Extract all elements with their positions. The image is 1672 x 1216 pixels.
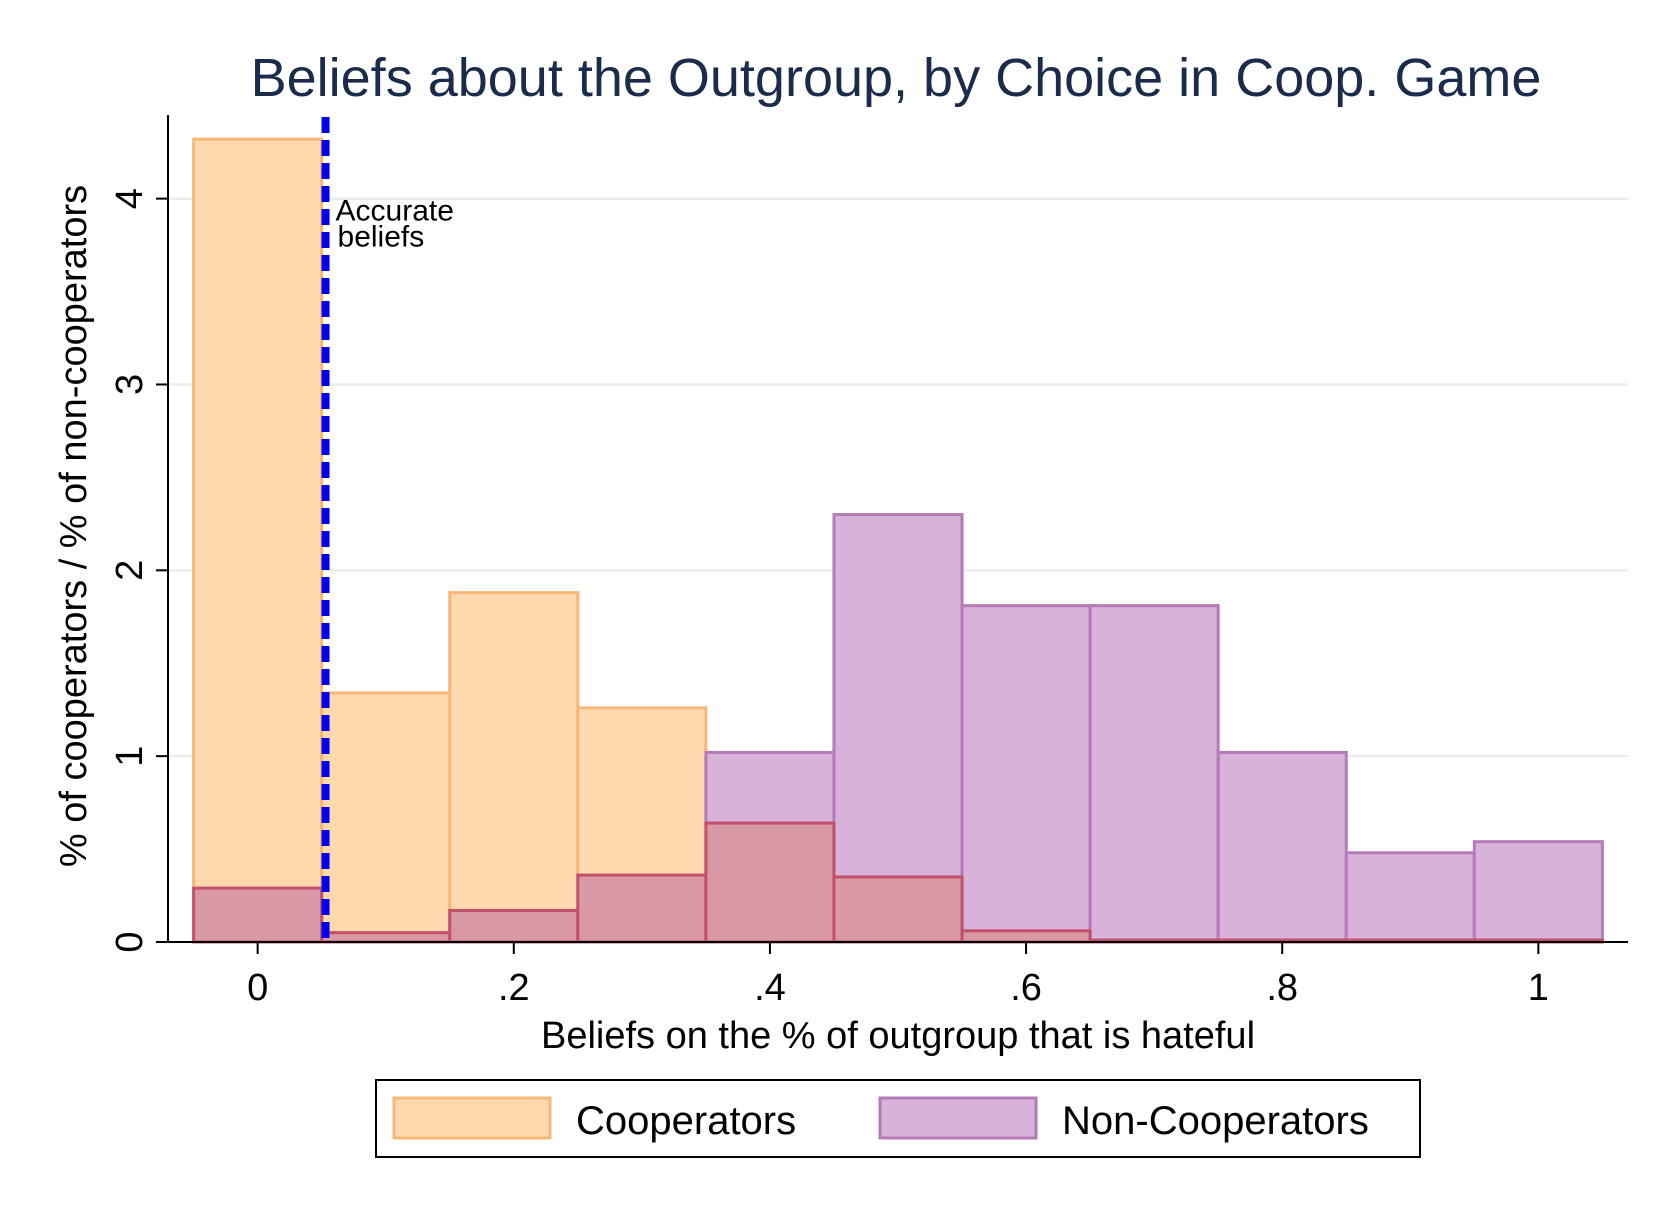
x-tick-label-4: .8	[1266, 967, 1298, 1009]
axes	[156, 115, 1628, 954]
bar-overlap-1	[320, 931, 452, 944]
bar-cooperators-2	[448, 591, 580, 912]
accurate-beliefs-label-line-1: Accurate	[336, 195, 454, 228]
x-tick-label-5: 1	[1528, 967, 1549, 1009]
y-tick-label-4: 4	[109, 188, 151, 209]
bar-non-cooperators-10	[1472, 840, 1604, 942]
x-axis-title: Beliefs on the % of outgroup that is hat…	[541, 1015, 1255, 1057]
legend-swatch-cooperators	[392, 1096, 552, 1140]
y-axis-title: % of cooperators / % of non-cooperators	[53, 185, 95, 867]
bar-overlap-5	[832, 875, 964, 944]
tick-labels: 0 .2 .4 .6 .8 1 0 1 2 3 4	[109, 188, 1549, 1009]
y-tick-label-3: 3	[109, 374, 151, 395]
y-tick-label-1: 1	[109, 746, 151, 767]
bar-overlap-4	[704, 821, 836, 944]
x-tick-label-2: .4	[754, 967, 786, 1009]
cooperators-bars	[192, 137, 708, 935]
bar-non-cooperators-4	[704, 750, 836, 825]
bar-overlap-2	[448, 908, 580, 944]
legend: Cooperators Non-Cooperators	[375, 1079, 1421, 1158]
accurate-beliefs-label-line-2: beliefs	[338, 221, 425, 254]
y-tick-label-0: 0	[109, 931, 151, 952]
x-tick-label-1: .2	[498, 967, 530, 1009]
legend-label-cooperators: Cooperators	[576, 1099, 796, 1143]
chart-title: Beliefs about the Outgroup, by Choice in…	[251, 48, 1542, 108]
bar-cooperators-1	[320, 691, 452, 935]
bar-non-cooperators-9	[1344, 851, 1476, 942]
non-cooperators-bars	[704, 513, 1604, 942]
bar-overlap-6	[960, 929, 1092, 944]
y-tick-label-2: 2	[109, 560, 151, 581]
bar-overlap-3	[576, 873, 708, 944]
bar-cooperators-3	[576, 706, 708, 877]
bar-non-cooperators-6	[960, 604, 1092, 933]
legend-swatch-non-cooperators	[878, 1096, 1038, 1140]
x-tick-label-0: 0	[247, 967, 268, 1009]
x-tick-label-3: .6	[1010, 967, 1042, 1009]
legend-label-non-cooperators: Non-Cooperators	[1062, 1099, 1369, 1143]
bar-overlap-0	[192, 886, 324, 944]
bar-non-cooperators-5	[832, 513, 964, 879]
bar-non-cooperators-7	[1088, 604, 1220, 942]
bar-non-cooperators-8	[1216, 750, 1348, 942]
bar-cooperators-0	[192, 137, 324, 890]
